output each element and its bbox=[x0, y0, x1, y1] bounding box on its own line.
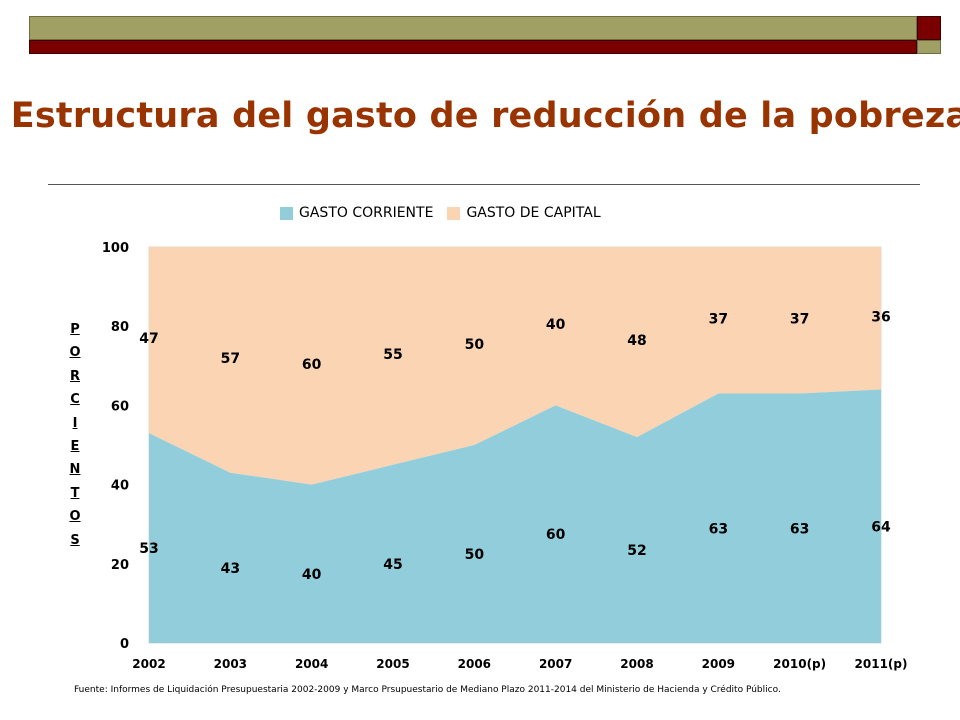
series-area-corriente bbox=[149, 389, 881, 643]
data-label-capital: 57 bbox=[221, 351, 240, 367]
y-axis-label-letter: N bbox=[69, 462, 81, 478]
data-label-capital: 48 bbox=[627, 333, 646, 349]
y-axis-label-letter: S bbox=[70, 532, 80, 548]
x-tick-label: 2011(p) bbox=[855, 657, 908, 671]
x-tick-label: 2008 bbox=[620, 657, 653, 671]
source-note: Fuente: Informes de Liquidación Presupue… bbox=[74, 685, 781, 695]
data-label-capital: 37 bbox=[709, 311, 728, 327]
title-divider bbox=[48, 184, 920, 185]
y-axis-label-letter: O bbox=[69, 345, 81, 361]
data-label-capital: 40 bbox=[546, 317, 566, 333]
legend-swatch-corriente bbox=[280, 206, 293, 220]
y-tick-label: 40 bbox=[111, 479, 129, 494]
y-axis-label-letter: T bbox=[70, 485, 80, 501]
header-square-olive bbox=[917, 40, 941, 54]
y-axis-label-letter: O bbox=[69, 509, 81, 525]
data-label-corriente: 45 bbox=[383, 557, 402, 573]
series-area-capital bbox=[149, 247, 881, 485]
legend-label-capital: GASTO DE CAPITAL bbox=[466, 205, 601, 221]
x-tick-label: 2004 bbox=[295, 657, 328, 671]
y-tick-label: 20 bbox=[111, 558, 129, 573]
data-label-corriente: 52 bbox=[627, 543, 646, 559]
y-axis-label-letter: P bbox=[70, 322, 80, 337]
x-tick-label: 2009 bbox=[702, 657, 735, 671]
data-label-corriente: 60 bbox=[546, 527, 566, 543]
data-label-capital: 55 bbox=[383, 347, 402, 363]
data-label-corriente: 64 bbox=[871, 519, 891, 535]
legend-item-corriente: GASTO CORRIENTE bbox=[280, 205, 433, 221]
data-label-capital: 60 bbox=[302, 357, 322, 373]
data-label-capital: 50 bbox=[465, 337, 485, 353]
x-tick-label: 2010(p) bbox=[773, 657, 826, 671]
page-title: Estructura del gasto de reducción de la … bbox=[10, 96, 960, 136]
data-label-capital: 36 bbox=[871, 309, 890, 325]
data-label-corriente: 53 bbox=[139, 541, 158, 557]
data-label-corriente: 63 bbox=[709, 521, 728, 537]
legend-label-corriente: GASTO CORRIENTE bbox=[299, 205, 434, 221]
x-tick-label: 2005 bbox=[376, 657, 409, 671]
y-axis-label-letter: I bbox=[72, 415, 78, 431]
chart-legend: GASTO CORRIENTE GASTO DE CAPITAL bbox=[280, 205, 615, 221]
header-bar-olive bbox=[29, 16, 917, 40]
header-bar-maroon bbox=[29, 40, 917, 54]
x-tick-label: 2007 bbox=[539, 657, 572, 671]
y-axis-label-letter: E bbox=[70, 438, 80, 454]
y-tick-label: 0 bbox=[120, 637, 129, 652]
y-tick-label: 80 bbox=[111, 320, 129, 335]
x-tick-label: 2003 bbox=[214, 657, 247, 671]
header-square-maroon bbox=[917, 16, 941, 40]
data-label-corriente: 63 bbox=[790, 521, 809, 537]
x-tick-label: 2006 bbox=[458, 657, 491, 671]
data-label-capital: 47 bbox=[139, 331, 158, 347]
legend-swatch-capital bbox=[447, 206, 461, 220]
data-label-corriente: 40 bbox=[302, 567, 322, 583]
legend-item-capital: GASTO DE CAPITAL bbox=[447, 205, 601, 221]
data-label-capital: 37 bbox=[790, 311, 809, 327]
data-label-corriente: 50 bbox=[465, 547, 485, 563]
y-axis-label-letter: R bbox=[69, 368, 80, 384]
x-tick-label: 2002 bbox=[132, 657, 165, 671]
data-label-corriente: 43 bbox=[221, 561, 240, 577]
y-tick-label: 100 bbox=[102, 241, 129, 256]
y-axis-label-letter: C bbox=[70, 392, 80, 408]
y-tick-label: 60 bbox=[111, 399, 129, 414]
